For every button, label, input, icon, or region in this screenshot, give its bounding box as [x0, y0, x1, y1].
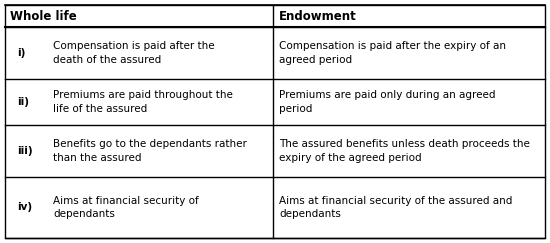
Text: Compensation is paid after the
death of the assured: Compensation is paid after the death of …	[53, 41, 215, 65]
Text: iv): iv)	[17, 202, 32, 212]
Text: Whole life: Whole life	[10, 9, 77, 23]
Text: Aims at financial security of
dependants: Aims at financial security of dependants	[53, 196, 199, 219]
Text: Aims at financial security of the assured and
dependants: Aims at financial security of the assure…	[279, 196, 513, 219]
Text: iii): iii)	[17, 146, 32, 156]
Text: ii): ii)	[17, 97, 29, 107]
Text: Compensation is paid after the expiry of an
agreed period: Compensation is paid after the expiry of…	[279, 41, 507, 65]
Text: Endowment: Endowment	[278, 9, 356, 23]
Text: Premiums are paid throughout the
life of the assured: Premiums are paid throughout the life of…	[53, 90, 233, 114]
Text: i): i)	[17, 48, 25, 58]
Text: The assured benefits unless death proceeds the
expiry of the agreed period: The assured benefits unless death procee…	[279, 139, 530, 163]
Text: Premiums are paid only during an agreed
period: Premiums are paid only during an agreed …	[279, 90, 496, 114]
Text: Benefits go to the dependants rather
than the assured: Benefits go to the dependants rather tha…	[53, 139, 247, 163]
